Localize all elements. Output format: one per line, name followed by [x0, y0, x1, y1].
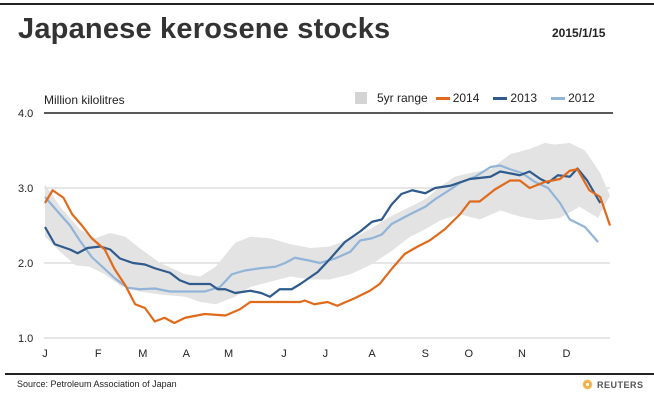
bottom-rule [5, 373, 654, 375]
reuters-emblem-icon [582, 379, 593, 390]
series-line-2013 [44, 167, 602, 298]
x-tick-label: O [464, 348, 473, 360]
x-tick-label: F [95, 348, 102, 360]
legend: 5yr range 2014 2013 2012 [355, 91, 603, 105]
band-group [45, 143, 610, 305]
y-tick-label: 1.0 [18, 333, 33, 345]
x-tick-label: A [183, 348, 191, 360]
legend-swatch-2014 [435, 96, 450, 100]
legend-item-2012: 2012 [551, 91, 595, 105]
gridlines [44, 112, 613, 339]
x-tick-label: D [563, 348, 571, 360]
band-5yr-range [45, 143, 610, 305]
legend-swatch-2012 [551, 96, 566, 100]
x-tick-label: J [323, 348, 329, 360]
y-axis-label: Million kilolitres [44, 93, 125, 107]
legend-label-2013: 2013 [510, 91, 538, 105]
x-tick-label: J [281, 348, 287, 360]
y-tick-labels: 4.0 3.0 2.0 1.0 [18, 108, 33, 345]
series-line-2014 [44, 168, 612, 325]
legend-label-2014: 2014 [452, 91, 480, 105]
legend-label-band: 5yr range [377, 91, 428, 105]
legend-item-2013: 2013 [493, 91, 537, 105]
y-tick-label: 2.0 [18, 258, 33, 270]
source-note: Source: Petroleum Association of Japan [17, 379, 177, 389]
x-tick-label: A [368, 348, 376, 360]
legend-item-band: 5yr range [355, 91, 428, 105]
x-tick-label: J [42, 348, 48, 360]
reuters-wordmark: REUTERS [597, 379, 644, 390]
x-tick-label: M [224, 348, 233, 360]
reuters-logo: REUTERS [582, 379, 644, 390]
x-tick-label: M [138, 348, 147, 360]
legend-label-2012: 2012 [568, 91, 595, 105]
x-tick-label: S [422, 348, 429, 360]
chart-title: Japanese kerosene stocks [18, 13, 391, 45]
y-tick-label: 4.0 [18, 108, 33, 120]
chart-date: 2015/1/15 [552, 26, 606, 40]
legend-item-2014: 2014 [435, 91, 480, 105]
y-tick-label: 3.0 [18, 183, 33, 195]
legend-swatch-2013 [493, 96, 508, 100]
series-group [44, 164, 612, 325]
legend-swatch-band [355, 92, 367, 104]
top-rule [0, 3, 654, 5]
x-tick-label: N [518, 348, 526, 360]
